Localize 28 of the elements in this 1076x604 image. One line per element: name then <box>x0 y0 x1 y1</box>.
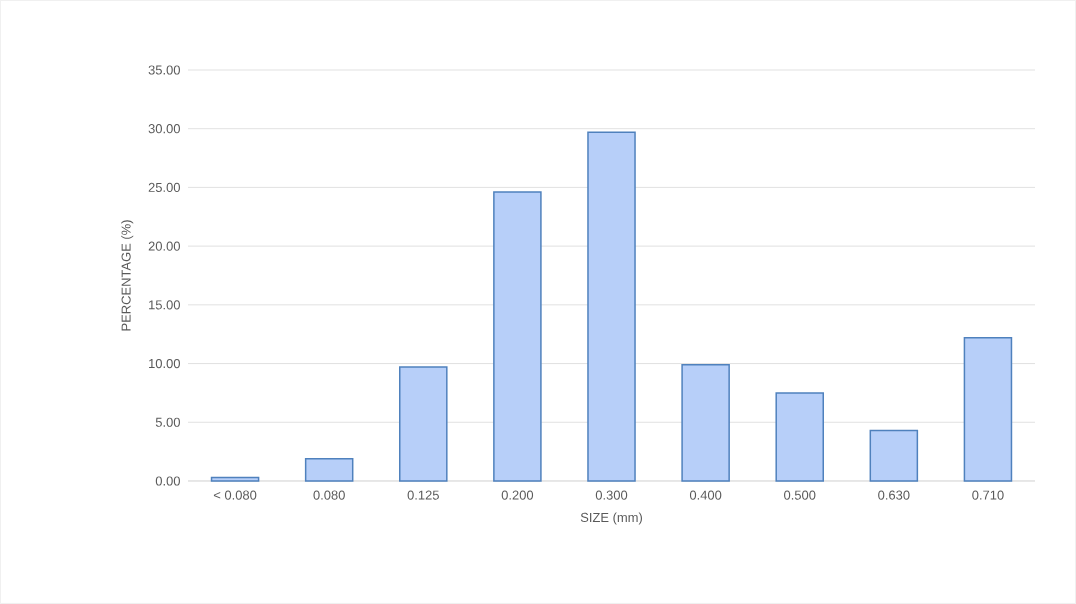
x-tick-label: 0.500 <box>784 490 816 500</box>
bar <box>210 476 260 482</box>
x-tick-label: 0.710 <box>972 490 1004 500</box>
y-tick-label: 25.00 <box>148 182 180 192</box>
bar <box>493 191 542 482</box>
y-tick-label: 10.00 <box>149 358 180 369</box>
bar <box>681 363 730 482</box>
x-tick-label: 0.630 <box>878 490 910 500</box>
y-tick-label: 5.00 <box>155 417 180 427</box>
bar <box>775 392 824 482</box>
bar <box>304 457 354 482</box>
x-tick-label: 0.200 <box>501 490 534 500</box>
x-axis-title: SIZE (mm) <box>580 512 642 525</box>
bar <box>399 366 448 482</box>
bar <box>963 336 1013 482</box>
bar <box>869 429 919 482</box>
y-tick-label: 30.00 <box>148 124 180 134</box>
x-tick-label: < 0.080 <box>213 490 257 500</box>
y-tick-label: 20.00 <box>148 241 180 251</box>
x-tick-label: 0.400 <box>689 490 722 500</box>
y-tick-label: 15.00 <box>149 300 180 310</box>
y-tick-label: 35.00 <box>148 65 180 75</box>
bar <box>587 131 636 482</box>
x-tick-label: 0.080 <box>313 490 345 500</box>
x-tick-label: 0.125 <box>407 490 439 500</box>
y-tick-label: 0.00 <box>155 476 180 486</box>
x-tick-label: 0.300 <box>595 490 628 500</box>
y-axis-title: PERCENTAGE (%) <box>121 220 134 331</box>
